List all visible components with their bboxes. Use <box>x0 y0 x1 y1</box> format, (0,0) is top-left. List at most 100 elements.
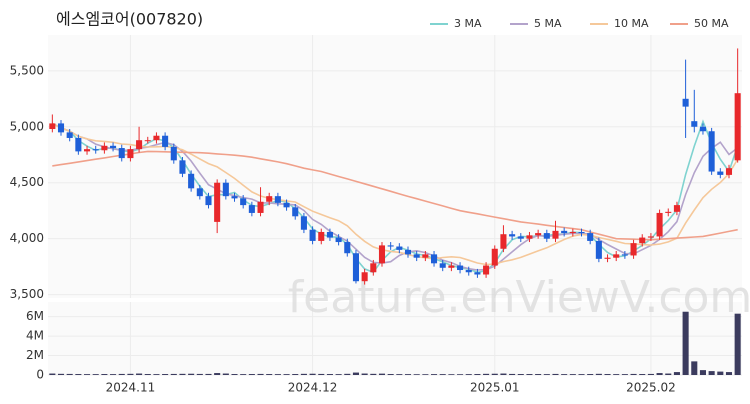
candle-body <box>431 254 438 264</box>
candle-body <box>257 201 264 213</box>
volume-bar <box>587 374 594 375</box>
candle-body <box>517 236 524 239</box>
volume-bar <box>170 373 177 375</box>
volume-tick-label: 0 <box>36 368 44 382</box>
candle-body <box>214 182 221 222</box>
volume-bar <box>75 374 82 375</box>
candle-body <box>595 240 602 259</box>
volume-bar <box>526 374 533 375</box>
candle-body <box>370 263 377 273</box>
candle-body <box>448 265 455 268</box>
volume-bar <box>647 373 654 375</box>
candle-body <box>500 234 507 249</box>
volume-bar <box>561 374 568 375</box>
candle-body <box>682 98 689 107</box>
candle-body <box>708 131 715 172</box>
volume-tick-label: 6M <box>26 309 44 323</box>
candle-body <box>613 254 620 258</box>
volume-bar <box>691 361 698 375</box>
legend-label: 5 MA <box>534 17 562 30</box>
candle-body <box>639 237 646 244</box>
volume-bar <box>248 374 255 375</box>
candle-body <box>396 246 403 250</box>
candle-body <box>535 233 542 236</box>
candle-body <box>699 126 706 132</box>
volume-bar <box>613 374 620 375</box>
volume-bar <box>465 374 472 375</box>
volume-bar <box>413 374 420 375</box>
volume-bar <box>604 374 611 375</box>
candle-body <box>352 253 359 282</box>
candle-body <box>457 265 464 271</box>
candle-body <box>240 198 247 206</box>
volume-bar <box>439 374 446 375</box>
candle-body <box>404 249 412 255</box>
candle-body <box>665 211 672 213</box>
candle-body <box>656 212 663 237</box>
candle-body <box>179 160 186 174</box>
volume-bar <box>144 374 151 375</box>
volume-bar <box>84 374 91 375</box>
candle-body <box>231 196 238 199</box>
volume-bar <box>136 373 143 375</box>
y-tick-label: 3,500 <box>10 287 44 301</box>
candle-body <box>587 233 594 241</box>
legend-label: 3 MA <box>454 17 482 30</box>
volume-bar <box>205 373 212 375</box>
volume-bar <box>708 371 715 375</box>
candle-body <box>170 146 177 161</box>
volume-bar <box>326 374 333 375</box>
candle-body <box>569 231 576 234</box>
volume-bar <box>214 373 221 375</box>
candle-body <box>552 230 559 239</box>
candle-body <box>543 233 550 239</box>
candle-body <box>483 265 490 275</box>
x-tick-label: 2024.11 <box>106 381 156 395</box>
volume-bar <box>734 313 741 375</box>
candle-body <box>413 254 420 258</box>
candle-body <box>335 237 342 243</box>
candle-body <box>188 173 195 189</box>
candle-body <box>647 236 654 238</box>
volume-bar <box>344 373 351 375</box>
candle-body <box>509 234 516 237</box>
candle-body <box>84 149 91 152</box>
volume-bar <box>283 374 290 375</box>
volume-bar <box>578 374 585 375</box>
volume-bar <box>370 373 377 375</box>
volume-bar <box>404 374 412 375</box>
candle-body <box>725 168 733 175</box>
volume-bar <box>240 374 247 375</box>
volume-tick-label: 2M <box>26 348 44 362</box>
volume-bar <box>257 373 264 375</box>
volume-bar <box>49 373 56 375</box>
volume-bar <box>300 373 307 375</box>
legend-label: 10 MA <box>614 17 649 30</box>
candle-body <box>491 248 498 266</box>
y-tick-label: 4,500 <box>10 175 44 189</box>
volume-bar <box>352 372 359 375</box>
volume-bar <box>682 311 689 375</box>
candle-body <box>673 205 680 212</box>
volume-bar <box>500 373 507 375</box>
candle-body <box>101 145 108 151</box>
candle-body <box>127 149 134 159</box>
volume-bar <box>491 373 498 375</box>
candle-body <box>326 231 333 238</box>
volume-bar <box>127 373 134 375</box>
candle-body <box>283 202 290 208</box>
volume-bar <box>361 373 368 375</box>
x-tick-label: 2025.02 <box>626 381 676 395</box>
volume-bar <box>699 370 706 375</box>
volume-bar <box>231 374 238 375</box>
volume-bar <box>673 372 680 375</box>
candle-body <box>361 272 368 282</box>
volume-bar <box>457 374 464 375</box>
volume-bar <box>118 373 125 375</box>
grid-layer <box>48 35 742 376</box>
volume-bar <box>196 373 203 375</box>
y-tick-label: 5,500 <box>10 63 44 77</box>
candle-body <box>92 149 99 151</box>
candle-body <box>344 242 351 254</box>
volume-bar <box>66 373 73 375</box>
